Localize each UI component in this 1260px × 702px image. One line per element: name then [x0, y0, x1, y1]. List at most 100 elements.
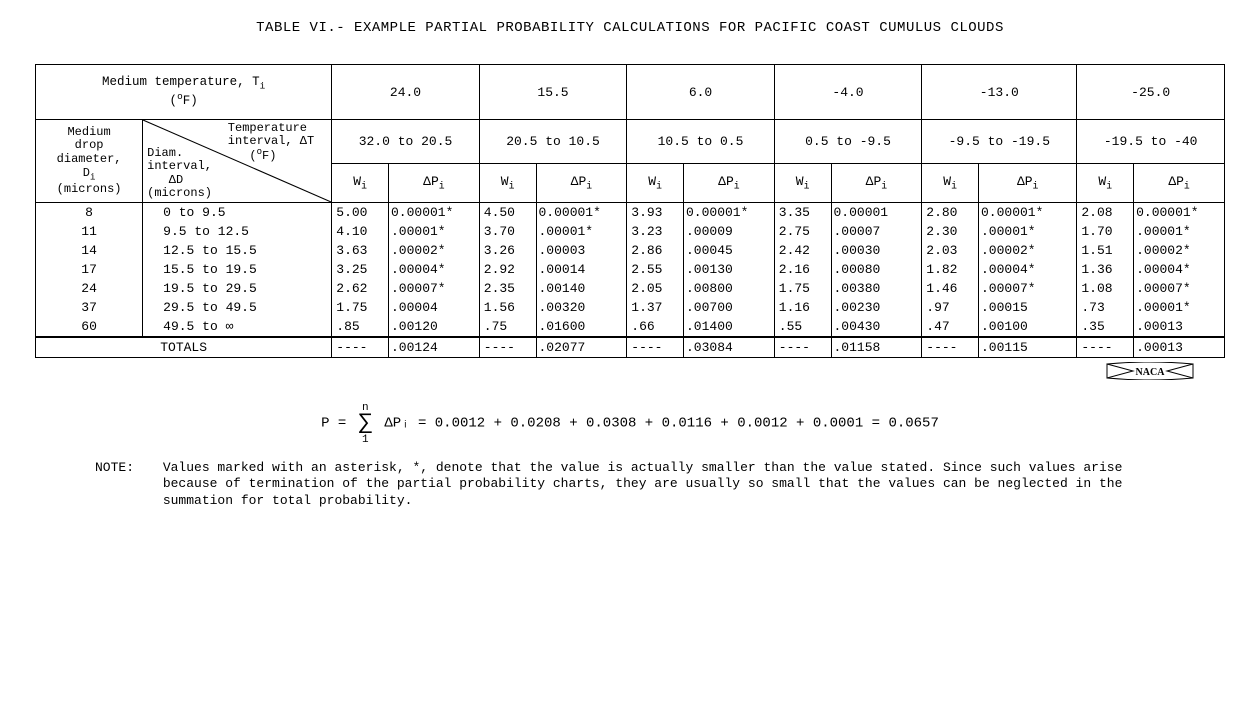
col-range-3: 0.5 to -9.5 [774, 120, 922, 164]
cell-dpi: .00004* [979, 260, 1077, 279]
cell-wi: 1.75 [332, 298, 389, 317]
cell-wi: 1.56 [479, 298, 536, 317]
cell-dpi: .00080 [831, 260, 922, 279]
cell-wi: 3.63 [332, 241, 389, 260]
col-ti-2: 6.0 [627, 65, 775, 120]
header-stub-diagonal: Temperatureinterval, ΔT (oF) Diam.interv… [143, 120, 332, 203]
cell-di: 37 [36, 298, 143, 317]
header-wi: Wi [1077, 163, 1134, 202]
cell-dpi: .00120 [389, 317, 480, 337]
cell-dpi: .00004* [389, 260, 480, 279]
cell-wi: 2.16 [774, 260, 831, 279]
cell-wi: .66 [627, 317, 684, 337]
totals-label: TOTALS [36, 337, 332, 358]
cell-wi: .97 [922, 298, 979, 317]
cell-dpi: .00014 [536, 260, 627, 279]
cell-dpi: .00015 [979, 298, 1077, 317]
cell-wi: 1.51 [1077, 241, 1134, 260]
cell-dpi: .00100 [979, 317, 1077, 337]
totals-dash: ---- [332, 337, 389, 358]
cell-dpi: .00130 [684, 260, 775, 279]
header-dpi: ΔPi [979, 163, 1077, 202]
cell-dpi: .00007* [1134, 279, 1225, 298]
cell-wi: 2.62 [332, 279, 389, 298]
cell-dpi: .00001* [979, 222, 1077, 241]
cell-di: 60 [36, 317, 143, 337]
cell-dpi: .00320 [536, 298, 627, 317]
totals-dash: ---- [922, 337, 979, 358]
header-drop-diameter: Mediumdropdiameter,Di(microns) [36, 120, 143, 203]
cell-wi: 3.26 [479, 241, 536, 260]
cell-wi: .55 [774, 317, 831, 337]
col-range-0: 32.0 to 20.5 [332, 120, 480, 164]
header-dpi: ΔPi [1134, 163, 1225, 202]
cell-dpi: .00007* [979, 279, 1077, 298]
header-dpi: ΔPi [389, 163, 480, 202]
cell-di: 17 [36, 260, 143, 279]
cell-dpi: .01400 [684, 317, 775, 337]
cell-wi: 2.80 [922, 203, 979, 223]
cell-dpi: .00001* [1134, 298, 1225, 317]
cell-dpi: .00004* [1134, 260, 1225, 279]
header-wi: Wi [479, 163, 536, 202]
cell-dd-interval: 19.5 to 29.5 [143, 279, 332, 298]
cell-dpi: .00001* [389, 222, 480, 241]
cell-di: 11 [36, 222, 143, 241]
cell-wi: 1.36 [1077, 260, 1134, 279]
cell-dd-interval: 0 to 9.5 [143, 203, 332, 223]
cell-wi: 2.35 [479, 279, 536, 298]
header-wi: Wi [922, 163, 979, 202]
note-body: Values marked with an asterisk, *, denot… [163, 460, 1163, 509]
note-lead: NOTE: [95, 460, 155, 476]
header-wi: Wi [332, 163, 389, 202]
cell-wi: 1.82 [922, 260, 979, 279]
cell-di: 8 [36, 203, 143, 223]
col-ti-1: 15.5 [479, 65, 627, 120]
cell-wi: .35 [1077, 317, 1134, 337]
cell-wi: 1.75 [774, 279, 831, 298]
cell-dpi: .00013 [1134, 317, 1225, 337]
cell-dpi: .00800 [684, 279, 775, 298]
cell-di: 14 [36, 241, 143, 260]
cell-dpi: .00001* [1134, 222, 1225, 241]
header-dpi: ΔPi [831, 163, 922, 202]
cell-dpi: .00030 [831, 241, 922, 260]
totals-sum: .00124 [389, 337, 480, 358]
cell-wi: 5.00 [332, 203, 389, 223]
totals-sum: .03084 [684, 337, 775, 358]
cell-dd-interval: 15.5 to 19.5 [143, 260, 332, 279]
cell-wi: 4.10 [332, 222, 389, 241]
cell-wi: 2.55 [627, 260, 684, 279]
table-title: TABLE VI.- EXAMPLE PARTIAL PROBABILITY C… [35, 20, 1225, 36]
cell-dpi: 0.00001* [536, 203, 627, 223]
col-ti-0: 24.0 [332, 65, 480, 120]
cell-wi: 2.92 [479, 260, 536, 279]
cell-dpi: 0.00001* [684, 203, 775, 223]
cell-dpi: .00380 [831, 279, 922, 298]
cell-dpi: .00007* [389, 279, 480, 298]
cell-wi: .75 [479, 317, 536, 337]
cell-wi: 3.25 [332, 260, 389, 279]
cell-dpi: .00002* [389, 241, 480, 260]
cell-dpi: .00230 [831, 298, 922, 317]
cell-dd-interval: 29.5 to 49.5 [143, 298, 332, 317]
cell-dpi: .00002* [979, 241, 1077, 260]
cell-dpi: .00002* [1134, 241, 1225, 260]
svg-text:NACA: NACA [1136, 367, 1166, 378]
totals-sum: .01158 [831, 337, 922, 358]
naca-logo: NACA [35, 362, 1195, 380]
cell-wi: 3.93 [627, 203, 684, 223]
cell-dpi: .00430 [831, 317, 922, 337]
col-ti-4: -13.0 [922, 65, 1077, 120]
totals-dash: ---- [1077, 337, 1134, 358]
cell-dpi: .00700 [684, 298, 775, 317]
cell-wi: 2.42 [774, 241, 831, 260]
cell-wi: 1.08 [1077, 279, 1134, 298]
cell-dd-interval: 9.5 to 12.5 [143, 222, 332, 241]
totals-sum: .00013 [1134, 337, 1225, 358]
col-ti-5: -25.0 [1077, 65, 1225, 120]
cell-dd-interval: 49.5 to ∞ [143, 317, 332, 337]
cell-dpi: .00004 [389, 298, 480, 317]
cell-dpi: 0.00001* [389, 203, 480, 223]
cell-dpi: 0.00001* [979, 203, 1077, 223]
